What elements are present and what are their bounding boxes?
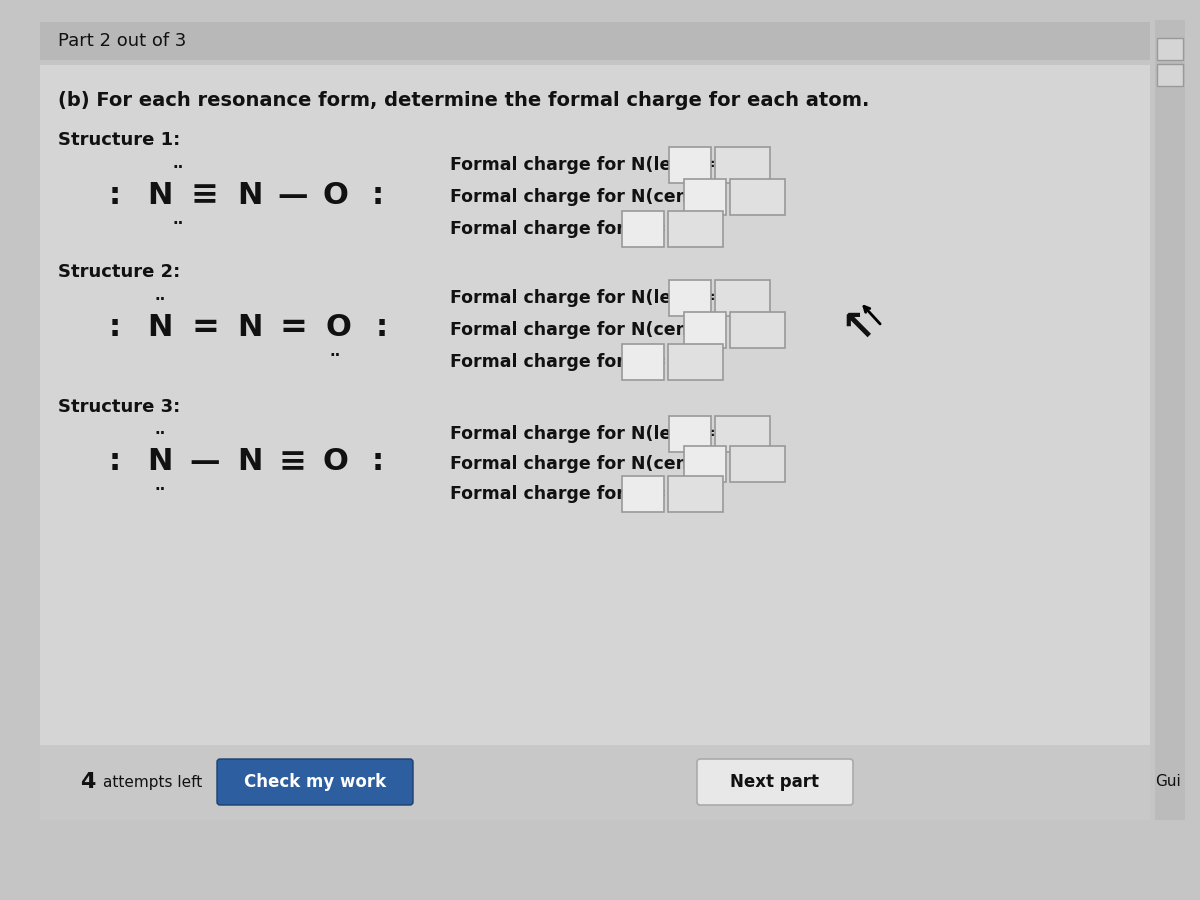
Text: Formal charge for N(center) =: Formal charge for N(center) = bbox=[450, 321, 745, 339]
Text: 4: 4 bbox=[80, 772, 95, 792]
Text: Structure 2:: Structure 2: bbox=[58, 263, 180, 281]
Text: N: N bbox=[238, 181, 263, 210]
Text: —: — bbox=[277, 181, 308, 210]
Text: :: : bbox=[109, 312, 121, 341]
Text: :: : bbox=[109, 447, 121, 476]
Text: ↖: ↖ bbox=[840, 307, 876, 349]
Text: Structure 3:: Structure 3: bbox=[58, 398, 180, 416]
Bar bbox=[684, 312, 726, 348]
Text: :: : bbox=[372, 447, 384, 476]
Text: ··: ·· bbox=[155, 427, 166, 442]
Text: Structure 1:: Structure 1: bbox=[58, 131, 180, 149]
Text: Formal charge for O =: Formal charge for O = bbox=[450, 353, 666, 371]
Text: N: N bbox=[148, 181, 173, 210]
Text: Formal charge for N(center) =: Formal charge for N(center) = bbox=[450, 188, 745, 206]
Bar bbox=[715, 147, 769, 183]
Text: ··: ·· bbox=[173, 159, 184, 175]
Text: =: = bbox=[280, 310, 307, 344]
Text: O: O bbox=[325, 312, 350, 341]
Text: ≡: ≡ bbox=[278, 446, 307, 479]
Bar bbox=[684, 446, 726, 482]
Bar bbox=[0, 0, 1200, 70]
Text: N: N bbox=[238, 447, 263, 476]
Bar bbox=[1154, 20, 1186, 820]
Text: —: — bbox=[190, 447, 221, 476]
Text: =: = bbox=[191, 310, 218, 344]
Bar bbox=[715, 416, 769, 452]
Bar bbox=[667, 476, 722, 512]
Bar bbox=[622, 476, 664, 512]
Bar bbox=[622, 211, 664, 247]
Bar bbox=[684, 179, 726, 215]
Text: Formal charge for N(left) =: Formal charge for N(left) = bbox=[450, 156, 715, 174]
FancyBboxPatch shape bbox=[217, 759, 413, 805]
Bar bbox=[667, 344, 722, 380]
Text: Part 2 out of 3: Part 2 out of 3 bbox=[58, 32, 186, 50]
Bar bbox=[40, 22, 1150, 60]
Text: ··: ·· bbox=[155, 292, 166, 307]
Text: Formal charge for O =: Formal charge for O = bbox=[450, 220, 666, 238]
Text: Gui: Gui bbox=[1154, 775, 1181, 789]
Bar bbox=[715, 280, 769, 316]
Bar bbox=[1157, 64, 1183, 86]
Text: Formal charge for N(left) =: Formal charge for N(left) = bbox=[450, 425, 715, 443]
Bar bbox=[730, 312, 785, 348]
Text: N: N bbox=[148, 312, 173, 341]
Text: :: : bbox=[109, 181, 121, 210]
Text: Formal charge for N(center) =: Formal charge for N(center) = bbox=[450, 455, 745, 473]
Text: N: N bbox=[238, 312, 263, 341]
Text: N: N bbox=[148, 447, 173, 476]
Text: O: O bbox=[322, 447, 348, 476]
Bar bbox=[730, 446, 785, 482]
Text: ≡: ≡ bbox=[191, 178, 220, 212]
Text: attempts left: attempts left bbox=[103, 775, 203, 789]
Text: :: : bbox=[376, 312, 388, 341]
FancyBboxPatch shape bbox=[697, 759, 853, 805]
Bar bbox=[622, 344, 664, 380]
Bar bbox=[668, 280, 710, 316]
Bar bbox=[668, 147, 710, 183]
Text: O: O bbox=[322, 181, 348, 210]
Bar bbox=[40, 65, 1150, 820]
Bar bbox=[1157, 38, 1183, 60]
Bar bbox=[40, 745, 1150, 820]
Text: Formal charge for O =: Formal charge for O = bbox=[450, 485, 666, 503]
Text: ··: ·· bbox=[173, 215, 184, 230]
Bar bbox=[667, 211, 722, 247]
Bar bbox=[730, 179, 785, 215]
Text: Check my work: Check my work bbox=[244, 773, 386, 791]
Bar bbox=[668, 416, 710, 452]
Text: ··: ·· bbox=[329, 347, 341, 363]
Text: ··: ·· bbox=[155, 482, 166, 498]
Text: Formal charge for N(left) =: Formal charge for N(left) = bbox=[450, 289, 715, 307]
Text: :: : bbox=[372, 181, 384, 210]
Text: (b) For each resonance form, determine the formal charge for each atom.: (b) For each resonance form, determine t… bbox=[58, 91, 869, 110]
Text: Next part: Next part bbox=[731, 773, 820, 791]
